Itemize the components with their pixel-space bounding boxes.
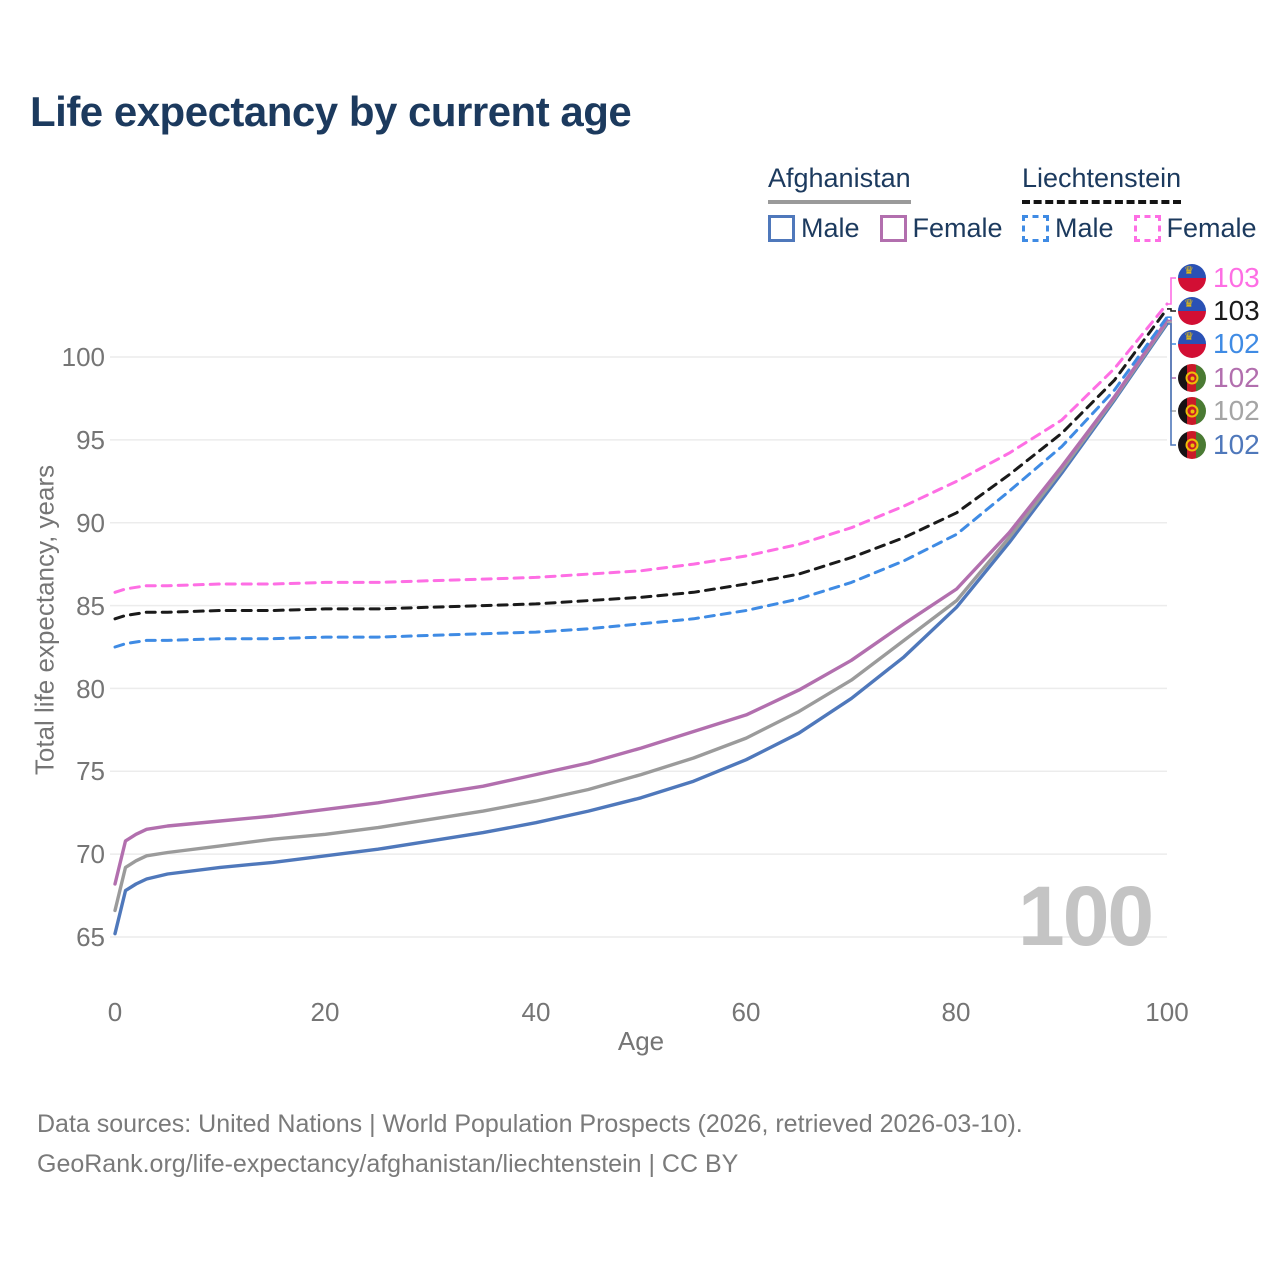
end-label-row-liechtenstein-female: ♛ 103 xyxy=(1178,262,1260,293)
leader-line-afghanistan-total xyxy=(1167,321,1176,412)
end-label-row-liechtenstein-male: ♛ 102 xyxy=(1178,328,1260,359)
end-label-row-afghanistan-total: 102 xyxy=(1178,395,1260,426)
series-line-liechtenstein-total xyxy=(113,307,1169,621)
liechtenstein-flag-icon: ♛ xyxy=(1178,330,1206,358)
legend-country-afghanistan: Afghanistan xyxy=(768,163,911,204)
series-line-afghanistan-male xyxy=(113,322,1169,936)
end-label-row-liechtenstein-total: ♛ 103 xyxy=(1178,295,1260,326)
emblem-icon xyxy=(1185,438,1199,452)
series-line-liechtenstein-female xyxy=(113,302,1169,594)
y-tick-85: 85 xyxy=(76,591,105,621)
x-tick-80: 80 xyxy=(941,997,971,1027)
emblem-icon xyxy=(1185,404,1199,418)
x-tick-0: 0 xyxy=(107,997,123,1027)
x-tick-100: 100 xyxy=(1145,997,1189,1027)
data-sources-text: Data sources: United Nations | World Pop… xyxy=(37,1110,1023,1138)
legend-swatch-afghanistan-female xyxy=(879,215,907,242)
age-watermark: 100 xyxy=(1018,869,1154,963)
liechtenstein-flag-icon: ♛ xyxy=(1178,264,1206,292)
y-tick-70: 70 xyxy=(76,839,105,869)
attribution-text: GeoRank.org/life-expectancy/afghanistan/… xyxy=(37,1150,739,1178)
leader-line-liechtenstein-female xyxy=(1167,277,1176,305)
end-label-value: 102 xyxy=(1213,362,1260,393)
y-axis-title: Total life expectancy, years xyxy=(29,464,60,776)
legend-label-liechtenstein-female: Female xyxy=(1166,213,1257,243)
end-label-value: 103 xyxy=(1213,295,1260,326)
legend-swatch-liechtenstein-female xyxy=(1133,215,1161,242)
crown-icon: ♛ xyxy=(1184,298,1194,310)
legend-label-afghanistan-male: Male xyxy=(801,213,860,243)
page-title: Life expectancy by current age xyxy=(30,88,632,135)
y-tick-65: 65 xyxy=(76,922,105,952)
legend-swatch-afghanistan-male xyxy=(768,215,795,242)
afghanistan-flag-icon xyxy=(1178,364,1206,392)
afghanistan-flag-icon xyxy=(1178,431,1206,459)
x-axis-title: Age xyxy=(617,1026,665,1056)
leader-line-afghanistan-female xyxy=(1167,319,1176,379)
legend-country-liechtenstein: Liechtenstein xyxy=(1022,163,1182,204)
y-tick-100: 100 xyxy=(61,342,105,372)
legend-label-liechtenstein-male: Male xyxy=(1055,213,1114,243)
afghanistan-flag-icon xyxy=(1178,397,1206,425)
y-tick-90: 90 xyxy=(76,508,105,538)
legend-group-liechtenstein: Liechtenstein Male Female xyxy=(1022,163,1277,244)
end-label-row-afghanistan-male: 102 xyxy=(1178,429,1260,460)
y-tick-75: 75 xyxy=(76,756,105,786)
x-tick-20: 20 xyxy=(310,997,340,1027)
leader-line-liechtenstein-total xyxy=(1167,308,1176,312)
leader-line-afghanistan-male xyxy=(1167,323,1176,446)
end-label-value: 103 xyxy=(1213,262,1260,293)
crown-icon: ♛ xyxy=(1184,331,1194,343)
legend-group-afghanistan: Afghanistan Male Female xyxy=(768,163,1023,244)
crown-icon: ♛ xyxy=(1184,265,1194,277)
legend-swatch-liechtenstein-male xyxy=(1022,215,1049,242)
series-line-afghanistan-total xyxy=(113,320,1169,913)
y-tick-80: 80 xyxy=(76,674,105,704)
x-tick-40: 40 xyxy=(521,997,551,1027)
series-line-afghanistan-female xyxy=(113,318,1169,886)
end-label-row-afghanistan-female: 102 xyxy=(1178,362,1260,393)
series-line-liechtenstein-male xyxy=(113,315,1169,649)
leader-line-liechtenstein-male xyxy=(1167,316,1176,345)
y-tick-95: 95 xyxy=(76,425,105,455)
liechtenstein-flag-icon: ♛ xyxy=(1178,297,1206,325)
end-label-value: 102 xyxy=(1213,328,1260,359)
x-tick-60: 60 xyxy=(731,997,761,1027)
legend-label-afghanistan-female: Female xyxy=(912,213,1003,243)
end-label-value: 102 xyxy=(1213,395,1260,426)
emblem-icon xyxy=(1185,371,1199,385)
end-label-value: 102 xyxy=(1213,429,1260,460)
